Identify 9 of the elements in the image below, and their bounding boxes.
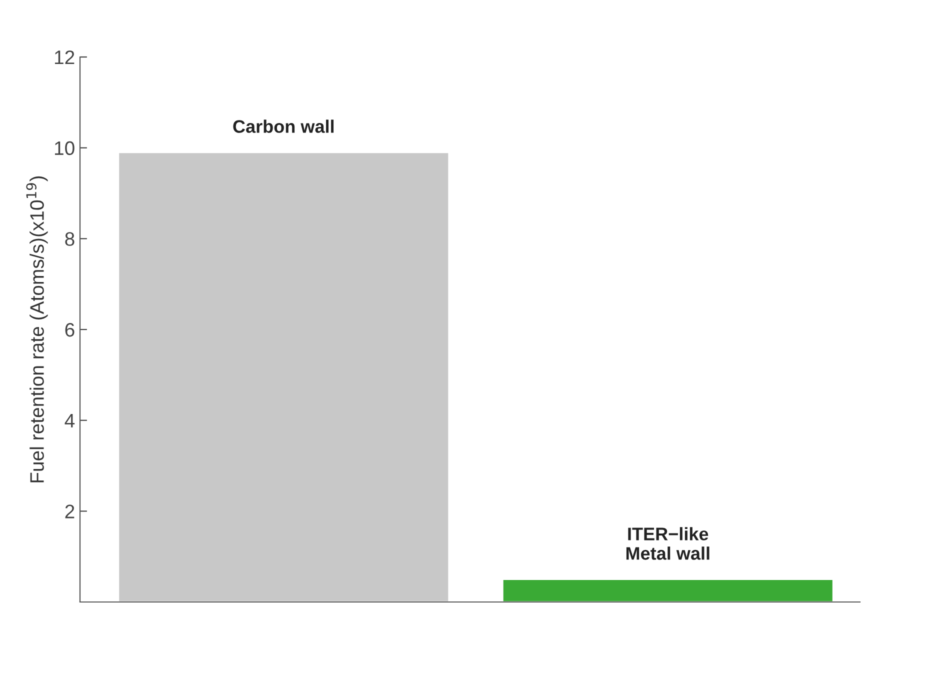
y-tick-label: 2 <box>65 504 74 518</box>
y-tick-label: 6 <box>65 322 74 337</box>
x-tick-label: ITER−like Metal wall <box>626 527 710 560</box>
y-axis-title: Fuel retention rate (Atoms/s)(x10$^{19}$) <box>26 176 48 482</box>
x-tick-label: Carbon wall <box>233 120 334 133</box>
y-tick-label: 10 <box>54 141 74 156</box>
y-tick-label: 12 <box>54 50 74 64</box>
y-tick-label: 4 <box>64 414 75 428</box>
y-tick-label: 8 <box>65 232 74 246</box>
